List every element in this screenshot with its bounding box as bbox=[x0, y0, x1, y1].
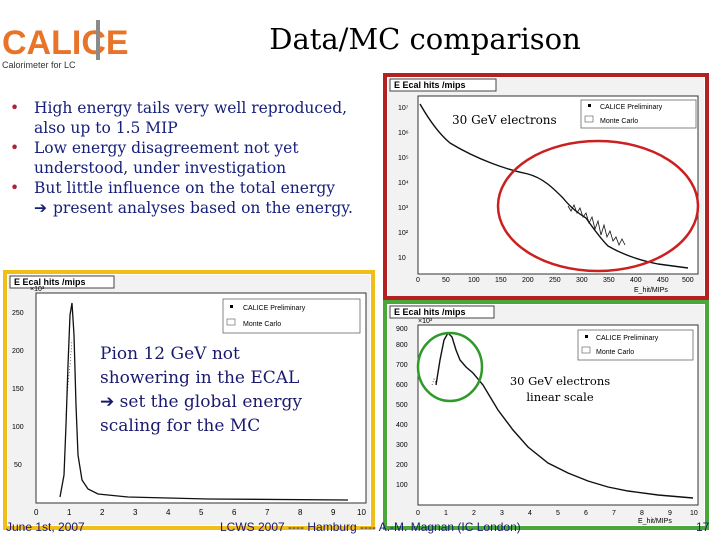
logo-subtitle: Calorimeter for LC bbox=[2, 60, 76, 70]
x-tick: 1 bbox=[444, 510, 448, 517]
bullet-dot-icon: • bbox=[10, 99, 20, 117]
x-tick: 450 bbox=[657, 277, 669, 284]
x-tick: 2 bbox=[100, 508, 105, 517]
bullet-item: • But little influence on the total energ… bbox=[10, 179, 336, 197]
plot-bottom-left: E Ecal hits /mips ×10³ CALICE Preliminar… bbox=[8, 275, 370, 525]
x-tick: 8 bbox=[640, 510, 644, 517]
page-title: Data/MC comparison bbox=[269, 22, 581, 56]
x-axis-label: E_hit/MIPs bbox=[638, 518, 672, 525]
y-tick: 10 bbox=[398, 255, 406, 262]
frame-bottom-left bbox=[3, 270, 375, 530]
x-tick: 5 bbox=[199, 508, 204, 517]
x-tick: 100 bbox=[468, 277, 480, 284]
footer-center: LCWS 2007 ---- Hamburg ---- A.-M. Magnan… bbox=[220, 520, 521, 534]
x-tick: 300 bbox=[576, 277, 588, 284]
y-tick: 100 bbox=[12, 424, 24, 431]
annotation-pion: Pion 12 GeV not showering in the ECAL ➔ … bbox=[100, 344, 303, 436]
x-tick: 0 bbox=[416, 277, 420, 284]
y-tick: 200 bbox=[396, 462, 408, 469]
x-tick: 500 bbox=[682, 277, 694, 284]
legend-mc: Monte Carlo bbox=[600, 118, 638, 125]
sub-bullet: ➔ present analyses based on the energy. bbox=[34, 199, 353, 217]
highlight-circle bbox=[416, 331, 484, 403]
x-tick: 200 bbox=[522, 277, 534, 284]
x-tick: 2 bbox=[472, 510, 476, 517]
bullet-item: • Low energy disagreement not yet underst… bbox=[10, 139, 299, 177]
x-tick: 9 bbox=[668, 510, 672, 517]
legend-data: CALICE Preliminary bbox=[243, 305, 306, 312]
y-tick: 800 bbox=[396, 342, 408, 349]
x-tick: 6 bbox=[232, 508, 237, 517]
legend-data: CALICE Preliminary bbox=[596, 335, 659, 342]
bullet-list: • High energy tails very well reproduced,… bbox=[10, 98, 380, 218]
x-tick: 6 bbox=[584, 510, 588, 517]
x-tick: 10 bbox=[357, 508, 366, 517]
y-tick: 300 bbox=[396, 442, 408, 449]
bullet-item: • High energy tails very well reproduced,… bbox=[10, 99, 348, 137]
x-axis-label: E_hit/MIPs bbox=[634, 287, 668, 294]
y-multiplier: ×10³ bbox=[30, 286, 45, 293]
x-tick: 7 bbox=[612, 510, 616, 517]
footer-date: June 1st, 2007 bbox=[6, 520, 85, 534]
plot-bottom-right: E Ecal hits /mips ×10³ CALICE Preliminar… bbox=[388, 305, 704, 525]
y-tick: 150 bbox=[12, 386, 24, 393]
y-tick: 500 bbox=[396, 402, 408, 409]
y-tick: 900 bbox=[396, 326, 408, 333]
x-tick: 7 bbox=[265, 508, 270, 517]
y-tick: 10⁷ bbox=[398, 105, 409, 112]
x-tick: 250 bbox=[549, 277, 561, 284]
x-tick: 10 bbox=[690, 510, 698, 517]
x-tick: 150 bbox=[495, 277, 507, 284]
plot-header: E Ecal hits /mips bbox=[394, 307, 466, 317]
x-tick: 3 bbox=[133, 508, 138, 517]
x-tick: 50 bbox=[442, 277, 450, 284]
x-tick: 0 bbox=[34, 508, 39, 517]
arrow-right-icon: ➔ bbox=[100, 392, 115, 412]
logo-bar bbox=[96, 20, 100, 60]
arrow-right-icon: ➔ bbox=[34, 199, 47, 217]
y-tick: 200 bbox=[12, 348, 24, 355]
legend-mc: Monte Carlo bbox=[243, 321, 281, 328]
annotation-30gev-linear: 30 GeV electrons linear scale bbox=[509, 374, 611, 404]
y-multiplier: ×10³ bbox=[418, 318, 433, 325]
y-tick: 700 bbox=[396, 362, 408, 369]
page-number: 17 bbox=[696, 520, 710, 534]
x-tick: 400 bbox=[630, 277, 642, 284]
x-tick: 0 bbox=[416, 510, 420, 517]
y-tick: 50 bbox=[14, 462, 22, 469]
legend-mc: Monte Carlo bbox=[596, 349, 634, 356]
x-tick: 1 bbox=[67, 508, 72, 517]
x-tick: 3 bbox=[500, 510, 504, 517]
plot-top-right: E Ecal hits /mips CALICE Preliminary Mon… bbox=[388, 78, 704, 296]
frame-top-right bbox=[383, 73, 709, 300]
y-tick: 100 bbox=[396, 482, 408, 489]
y-tick: 400 bbox=[396, 422, 408, 429]
x-tick: 5 bbox=[556, 510, 560, 517]
plot-header: E Ecal hits /mips bbox=[394, 80, 466, 90]
annotation-30gev: 30 GeV electrons bbox=[452, 113, 557, 127]
bullet-dot-icon: • bbox=[10, 179, 20, 197]
bullet-dot-icon: • bbox=[10, 139, 20, 157]
frame-bottom-right bbox=[383, 300, 709, 530]
x-tick: 350 bbox=[603, 277, 615, 284]
x-tick: 4 bbox=[528, 510, 532, 517]
highlight-ellipse bbox=[496, 139, 700, 273]
y-tick: 600 bbox=[396, 382, 408, 389]
logo-letters: CALICE bbox=[2, 24, 129, 62]
calice-logo: CALICE bbox=[2, 20, 129, 62]
x-tick: 8 bbox=[298, 508, 303, 517]
x-tick: 4 bbox=[166, 508, 171, 517]
plot-header: E Ecal hits /mips bbox=[14, 277, 86, 287]
y-tick: 10³ bbox=[398, 205, 409, 212]
y-tick: 10⁵ bbox=[398, 155, 409, 162]
y-tick: 10² bbox=[398, 230, 409, 237]
y-tick: 10⁴ bbox=[398, 180, 409, 187]
legend-data: CALICE Preliminary bbox=[600, 104, 663, 111]
y-tick: 10⁶ bbox=[398, 130, 409, 137]
y-tick: 250 bbox=[12, 310, 24, 317]
x-tick: 9 bbox=[331, 508, 336, 517]
